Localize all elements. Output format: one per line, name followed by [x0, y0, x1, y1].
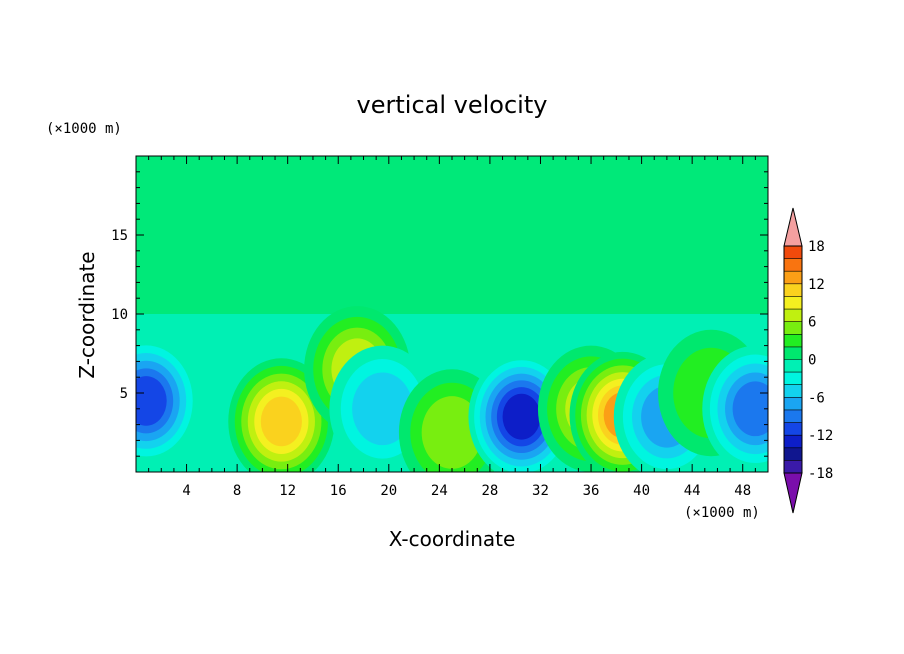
colorbar-swatch — [784, 334, 802, 347]
colorbar-tick-label: 6 — [808, 315, 816, 331]
colorbar-min-arrow — [783, 472, 803, 514]
colorbar-max-arrow — [783, 207, 803, 247]
y-tick-label: 10 — [111, 307, 128, 323]
colorbar-swatch — [784, 321, 802, 335]
y-axis-ticks: 5 10 15 — [111, 171, 768, 457]
chart-title: vertical velocity — [357, 91, 548, 119]
x-axis-unit: (×1000 m) — [684, 505, 760, 521]
colorbar-swatch — [784, 409, 802, 423]
colorbar-swatch — [784, 397, 802, 410]
x-tick-label: 28 — [481, 483, 498, 499]
x-tick-label: 44 — [684, 483, 701, 499]
colorbar-swatch — [784, 309, 802, 322]
velocity-field — [136, 156, 768, 472]
contour-cell-3-2 — [352, 372, 413, 446]
colorbar-tick-label: -18 — [808, 466, 833, 482]
x-tick-label: 36 — [583, 483, 600, 499]
colorbar-swatch — [784, 372, 802, 385]
colorbar-swatch — [784, 283, 802, 297]
colorbar-swatch — [784, 422, 802, 436]
y-axis-unit: (×1000 m) — [46, 121, 122, 137]
colorbar-swatch — [784, 384, 802, 398]
x-tick-label: 24 — [431, 483, 448, 499]
colorbar-swatch — [784, 246, 802, 259]
y-tick-label: 5 — [120, 386, 128, 402]
colorbar: 18 12 6 0 -6 -12 -18 — [783, 207, 833, 514]
colorbar-tick-label: 18 — [808, 239, 825, 255]
x-tick-label: 12 — [279, 483, 296, 499]
colorbar-tick-label: -12 — [808, 428, 833, 444]
y-tick-label: 15 — [111, 228, 128, 244]
x-axis-label: X-coordinate — [389, 527, 516, 551]
colorbar-swatch — [784, 359, 802, 373]
colorbar-swatch — [784, 460, 802, 473]
colorbar-swatch — [784, 258, 802, 272]
x-tick-label: 20 — [380, 483, 397, 499]
contour-cell-1-5 — [260, 396, 302, 447]
colorbar-swatch — [784, 447, 802, 461]
x-tick-label: 32 — [532, 483, 549, 499]
colorbar-swatch — [784, 435, 802, 448]
colorbar-swatch — [784, 296, 802, 310]
y-axis-label: Z-coordinate — [75, 251, 99, 378]
x-tick-label: 48 — [734, 483, 751, 499]
x-tick-label: 4 — [182, 483, 190, 499]
contour-cell-4-2 — [421, 396, 483, 469]
colorbar-tick-label: -6 — [808, 390, 825, 406]
x-tick-label: 8 — [233, 483, 241, 499]
colorbar-tick-label: 12 — [808, 277, 825, 293]
contour-cell-5-6 — [502, 393, 541, 440]
colorbar-tick-label: 0 — [808, 353, 816, 369]
colorbar-swatch — [784, 346, 802, 360]
contour-cell-0-5 — [136, 376, 167, 426]
colorbar-swatch — [784, 271, 802, 284]
x-axis-ticks: 4 8 12 16 20 24 28 32 36 40 44 48 — [148, 156, 756, 499]
x-tick-label: 16 — [330, 483, 347, 499]
x-tick-label: 40 — [633, 483, 650, 499]
upper-layer-band — [136, 156, 768, 314]
contour-cell-10-4 — [732, 381, 768, 437]
